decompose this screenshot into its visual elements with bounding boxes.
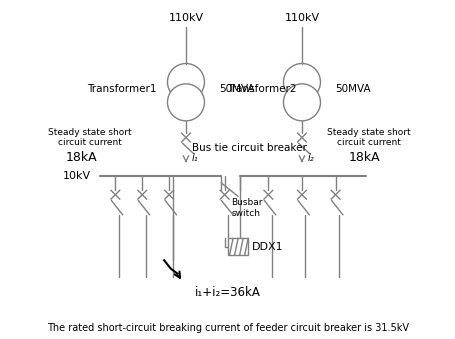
Text: 18kA: 18kA (66, 151, 97, 164)
Text: Bus tie circuit breaker: Bus tie circuit breaker (192, 143, 307, 153)
Text: Steady state short
circuit current: Steady state short circuit current (327, 128, 410, 147)
Circle shape (283, 84, 320, 121)
Text: Transformer1: Transformer1 (87, 84, 157, 94)
Text: i₁: i₁ (192, 153, 198, 163)
Text: Transformer2: Transformer2 (227, 84, 296, 94)
Text: i₁+i₂=36kA: i₁+i₂=36kA (195, 286, 260, 299)
Text: i₂: i₂ (307, 153, 314, 163)
Text: DDX1: DDX1 (251, 242, 283, 252)
Bar (228, 238, 248, 255)
Circle shape (167, 84, 204, 121)
Text: The rated short-circuit breaking current of feeder circuit breaker is 31.5kV: The rated short-circuit breaking current… (47, 322, 408, 333)
Text: Busbar
switch: Busbar switch (231, 198, 262, 218)
Text: Steady state short
circuit current: Steady state short circuit current (48, 128, 131, 147)
Text: 110kV: 110kV (284, 13, 319, 23)
Text: 10kV: 10kV (62, 171, 91, 181)
Text: 110kV: 110kV (168, 13, 203, 23)
Text: 18kA: 18kA (348, 151, 379, 164)
Text: 50MVA: 50MVA (335, 84, 370, 94)
Text: 50MVA: 50MVA (219, 84, 255, 94)
